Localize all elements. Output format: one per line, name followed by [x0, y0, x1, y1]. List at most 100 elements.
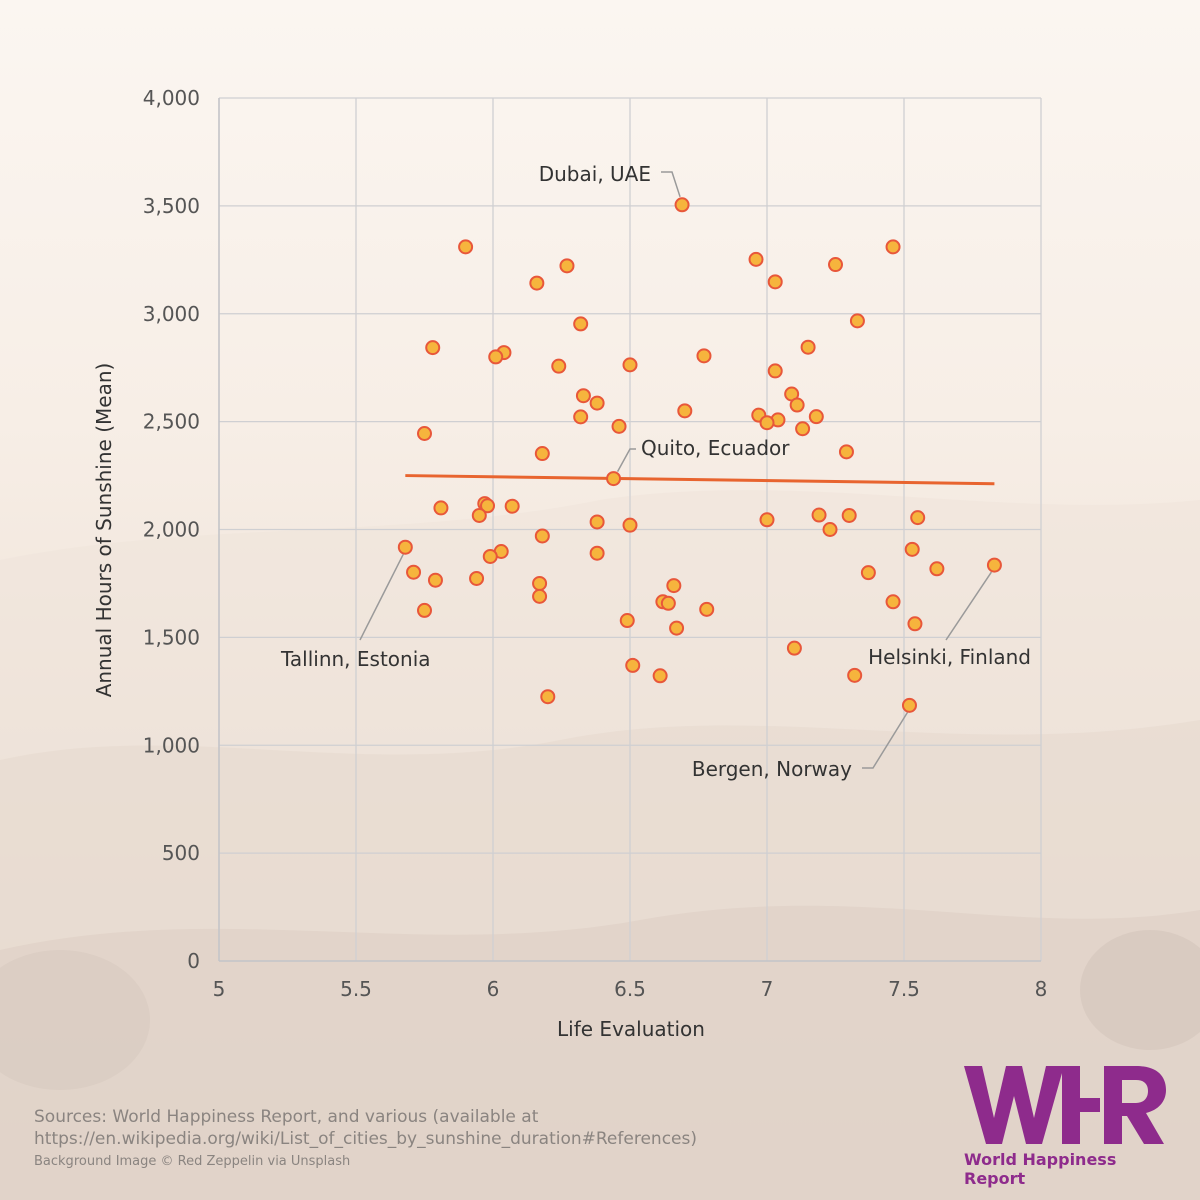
- data-point: [652, 668, 668, 684]
- data-point: [532, 575, 548, 591]
- data-point: [838, 444, 854, 460]
- data-point: [748, 251, 764, 267]
- data-point: [986, 557, 1002, 573]
- data-point: [534, 528, 550, 544]
- data-point: [622, 517, 638, 533]
- data-point: [469, 570, 485, 586]
- annotation-leader-line: [945, 571, 993, 641]
- grid-lines: [218, 97, 1042, 962]
- data-point: [828, 257, 843, 273]
- data-point: [488, 349, 504, 365]
- data-point: [532, 588, 548, 604]
- data-point: [482, 548, 498, 564]
- y-tick-label: 3,500: [143, 194, 200, 218]
- logo-caption: World Happiness Report: [964, 1150, 1117, 1188]
- data-point: [674, 197, 690, 213]
- data-point: [696, 348, 712, 364]
- annotation-leaders: [359, 171, 993, 769]
- data-point: [619, 613, 635, 629]
- annotation-label: Dubai, UAE: [539, 162, 651, 186]
- x-tick-label: 8: [1035, 977, 1048, 1001]
- data-point: [808, 409, 824, 425]
- data-point: [589, 514, 605, 530]
- data-point: [847, 667, 863, 683]
- data-point: [417, 425, 432, 441]
- data-point: [907, 616, 923, 632]
- y-axis-title: Annual Hours of Sunshine (Mean): [92, 363, 116, 698]
- annotation-leader-line: [359, 553, 404, 641]
- data-point: [677, 403, 693, 419]
- data-point: [789, 397, 805, 413]
- y-tick-label: 2,000: [143, 518, 200, 542]
- annotation-leader-line: [862, 711, 909, 769]
- x-tick-label: 6: [487, 977, 500, 1001]
- data-point: [534, 446, 550, 462]
- annotation-labels: Dubai, UAE Quito, Ecuador Tallinn, Estonia…: [280, 162, 1031, 781]
- data-point: [800, 339, 816, 355]
- data-point: [622, 357, 638, 373]
- annotation-label: Bergen, Norway: [692, 757, 852, 781]
- data-point: [575, 388, 591, 404]
- y-tick-label: 1,500: [143, 625, 200, 649]
- data-point: [666, 578, 682, 594]
- data-point: [904, 541, 920, 557]
- data-point: [573, 316, 589, 332]
- data-point: [425, 340, 441, 356]
- data-point: [433, 500, 449, 516]
- data-point: [589, 545, 605, 561]
- data-point: [611, 418, 627, 434]
- data-point: [929, 561, 945, 577]
- y-tick-label: 3,000: [143, 302, 200, 326]
- whr-logo-icon: [964, 1066, 1166, 1144]
- trend-line-group: [405, 474, 995, 486]
- data-point: [573, 409, 589, 425]
- data-point: [551, 358, 567, 374]
- data-point: [885, 239, 901, 255]
- x-tick-label: 5: [213, 977, 226, 1001]
- x-tick-label: 6.5: [614, 977, 646, 1001]
- data-point: [625, 657, 641, 673]
- data-point: [480, 498, 496, 514]
- data-point: [786, 640, 802, 656]
- data-point: [811, 507, 827, 523]
- x-axis-ticks: 5 5.5 6 6.5 7 7.5 8: [213, 977, 1048, 1001]
- data-point: [417, 602, 432, 618]
- data-point: [759, 415, 775, 431]
- data-point: [885, 594, 901, 610]
- data-point: [759, 512, 775, 528]
- data-point: [529, 275, 545, 291]
- y-tick-label: 500: [162, 841, 200, 865]
- data-point: [860, 565, 876, 581]
- x-tick-label: 7: [761, 977, 774, 1001]
- data-point: [471, 507, 487, 523]
- image-credit: Background Image © Red Zeppelin via Unsp…: [34, 1154, 351, 1169]
- data-point: [589, 395, 605, 411]
- annotation-leader-line: [616, 448, 636, 472]
- data-point: [699, 601, 715, 617]
- data-point: [767, 274, 783, 290]
- x-tick-label: 5.5: [340, 977, 372, 1001]
- annotation-label: Helsinki, Finland: [868, 645, 1031, 669]
- data-point: [559, 258, 575, 274]
- data-point: [669, 620, 685, 636]
- data-point: [767, 363, 783, 379]
- data-point: [406, 564, 422, 580]
- data-point: [849, 313, 865, 329]
- data-point: [397, 539, 413, 555]
- sources-note: Sources: World Happiness Report, and var…: [34, 1107, 697, 1149]
- data-point: [504, 498, 520, 514]
- y-tick-label: 0: [187, 949, 200, 973]
- data-points: [397, 197, 1002, 713]
- y-tick-label: 4,000: [143, 86, 200, 110]
- annotation-label: Tallinn, Estonia: [280, 647, 431, 671]
- data-point: [795, 421, 811, 437]
- y-tick-label: 1,000: [143, 733, 200, 757]
- x-axis-title: Life Evaluation: [557, 1017, 705, 1041]
- data-point: [458, 239, 474, 255]
- data-point: [822, 522, 838, 537]
- data-point: [841, 507, 857, 523]
- y-axis-ticks: 0 500 1,000 1,500 2,000 2,500 3,000 3,500 4,000: [143, 86, 200, 973]
- y-tick-label: 2,500: [143, 410, 200, 434]
- annotation-label: Quito, Ecuador: [641, 436, 790, 460]
- annotation-leader-line: [661, 171, 681, 198]
